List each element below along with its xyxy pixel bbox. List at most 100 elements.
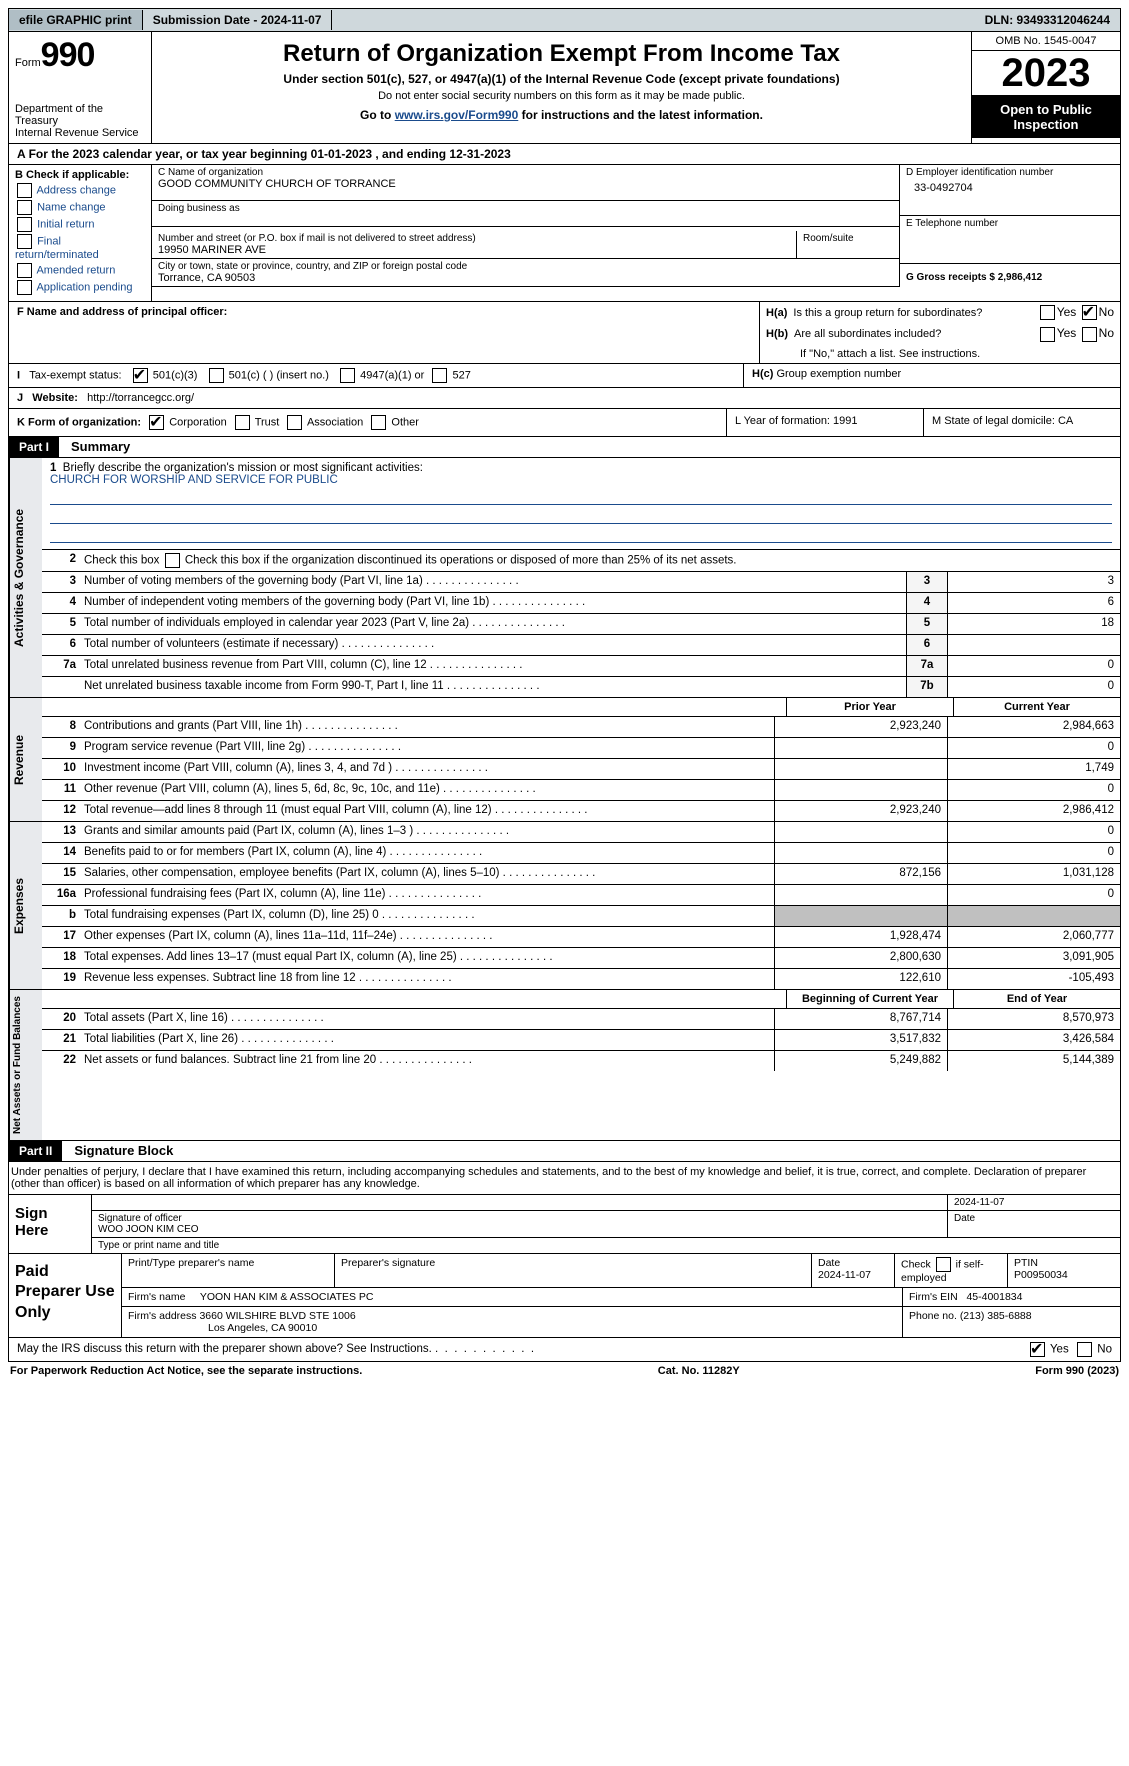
- chk-initial-return[interactable]: Initial return: [15, 217, 145, 232]
- opt-4947: 4947(a)(1) or: [360, 369, 424, 381]
- website-value[interactable]: http://torrancegcc.org/: [87, 392, 194, 404]
- chk-final-return[interactable]: Final return/terminated: [15, 234, 145, 261]
- hdr-prior: Prior Year: [786, 698, 953, 716]
- sign-here-block: Sign Here 2024-11-07 Signature of office…: [8, 1195, 1121, 1254]
- perjury-text: Under penalties of perjury, I declare th…: [8, 1162, 1121, 1195]
- tax-exempt-label: Tax-exempt status:: [29, 369, 121, 381]
- org-name-label: C Name of organization: [158, 167, 893, 178]
- form-title: Return of Organization Exempt From Incom…: [160, 40, 963, 68]
- mission-label: Briefly describe the organization's miss…: [63, 462, 423, 474]
- firm-phone-label: Phone no.: [909, 1310, 957, 1322]
- paperwork-notice: For Paperwork Reduction Act Notice, see …: [10, 1365, 362, 1377]
- irs-link[interactable]: www.irs.gov/Form990: [395, 108, 519, 122]
- hdr-current: Current Year: [953, 698, 1120, 716]
- section-klm: K Form of organization: Corporation Trus…: [8, 408, 1121, 437]
- top-bar: efile GRAPHIC print Submission Date - 20…: [8, 8, 1121, 32]
- summary-revenue: Revenue Prior Year Current Year 8Contrib…: [8, 698, 1121, 822]
- page-footer: For Paperwork Reduction Act Notice, see …: [8, 1362, 1121, 1380]
- summary-expenses: Expenses 13Grants and similar amounts pa…: [8, 822, 1121, 990]
- discuss-text: May the IRS discuss this return with the…: [17, 1343, 432, 1355]
- firm-ein-label: Firm's EIN: [909, 1291, 958, 1303]
- vtab-expenses: Expenses: [9, 822, 42, 989]
- ha-no[interactable]: [1082, 305, 1097, 320]
- chk-self-emp[interactable]: [936, 1257, 951, 1272]
- opt-527: 527: [453, 369, 471, 381]
- sign-here-label: Sign Here: [9, 1195, 92, 1253]
- ptin-label: PTIN: [1014, 1257, 1038, 1269]
- dba-label: Doing business as: [158, 203, 893, 214]
- chk-501c[interactable]: [209, 368, 224, 383]
- ha-text: Is this a group return for subordinates?: [793, 307, 982, 319]
- firm-addr1: 3660 WILSHIRE BLVD STE 1006: [199, 1310, 355, 1322]
- city-value: Torrance, CA 90503: [158, 272, 893, 284]
- prep-self-emp: Check if self-employed: [895, 1254, 1008, 1287]
- officer-label: F Name and address of principal officer:: [17, 306, 227, 318]
- preparer-block: Paid Preparer Use Only Print/Type prepar…: [8, 1254, 1121, 1338]
- form-number: 990: [41, 36, 95, 74]
- state-domicile: M State of legal domicile: CA: [923, 409, 1120, 436]
- opt-assoc: Association: [307, 416, 363, 428]
- firm-phone: (213) 385-6888: [960, 1310, 1032, 1322]
- section-i: I Tax-exempt status: 501(c)(3) 501(c) ( …: [8, 363, 1121, 387]
- chk-discontinued[interactable]: [165, 553, 180, 568]
- part1-title: Summary: [59, 439, 130, 454]
- section-bcde: B Check if applicable: Address change Na…: [8, 165, 1121, 301]
- form-header: Form990 Department of the Treasury Inter…: [8, 32, 1121, 144]
- ein-label: D Employer identification number: [906, 167, 1114, 178]
- prep-sig-label: Preparer's signature: [335, 1254, 812, 1287]
- hb-text: Are all subordinates included?: [794, 328, 941, 340]
- opt-501c3: 501(c)(3): [153, 369, 198, 381]
- ha-yes[interactable]: [1040, 305, 1055, 320]
- chk-501c3[interactable]: [133, 368, 148, 383]
- firm-addr-label: Firm's address: [128, 1310, 197, 1322]
- chk-address-change[interactable]: Address change: [15, 183, 145, 198]
- chk-other[interactable]: [371, 415, 386, 430]
- hb-note: If "No," attach a list. See instructions…: [800, 348, 980, 360]
- hdr-boy: Beginning of Current Year: [786, 990, 953, 1008]
- mission-text: CHURCH FOR WORSHIP AND SERVICE FOR PUBLI…: [50, 474, 338, 486]
- firm-name: YOON HAN KIM & ASSOCIATES PC: [200, 1291, 374, 1303]
- section-fh: F Name and address of principal officer:…: [8, 301, 1121, 363]
- dept-treasury: Department of the Treasury: [15, 103, 145, 127]
- hb-yes[interactable]: [1040, 327, 1055, 342]
- sig-officer-name: WOO JOON KIM CEO: [98, 1224, 941, 1235]
- vtab-revenue: Revenue: [9, 698, 42, 821]
- tax-year-text: For the 2023 calendar year, or tax year …: [29, 147, 511, 161]
- chk-assoc[interactable]: [287, 415, 302, 430]
- chk-amended[interactable]: Amended return: [15, 263, 145, 278]
- hb-no[interactable]: [1082, 327, 1097, 342]
- preparer-label: Paid Preparer Use Only: [9, 1254, 122, 1337]
- chk-trust[interactable]: [235, 415, 250, 430]
- street-label: Number and street (or P.O. box if mail i…: [158, 233, 790, 244]
- chk-corp[interactable]: [149, 415, 164, 430]
- line2-text: Check this box Check this box if the org…: [80, 550, 1120, 571]
- ein-value: 33-0492704: [906, 178, 1114, 198]
- tax-year: 2023: [972, 51, 1120, 96]
- summary-governance: Activities & Governance 1 Briefly descri…: [8, 458, 1121, 698]
- summary-netassets: Net Assets or Fund Balances Beginning of…: [8, 990, 1121, 1141]
- efile-print-button[interactable]: efile GRAPHIC print: [9, 10, 143, 30]
- year-formation: L Year of formation: 1991: [726, 409, 923, 436]
- submission-date: Submission Date - 2024-11-07: [143, 10, 333, 30]
- website-label: Website:: [32, 392, 78, 404]
- street-value: 19950 MARINER AVE: [158, 244, 790, 256]
- discuss-no[interactable]: [1077, 1342, 1092, 1357]
- ssn-warning: Do not enter social security numbers on …: [160, 90, 963, 102]
- chk-4947[interactable]: [340, 368, 355, 383]
- discuss-yes[interactable]: [1030, 1342, 1045, 1357]
- part2-bar: Part II Signature Block: [8, 1141, 1121, 1162]
- opt-corp: Corporation: [169, 416, 226, 428]
- form-subtitle: Under section 501(c), 527, or 4947(a)(1)…: [160, 72, 963, 86]
- part1-hdr: Part I: [9, 437, 59, 457]
- ptin-value: P00950034: [1014, 1269, 1068, 1281]
- box-b-label: B Check if applicable:: [15, 169, 145, 181]
- chk-name-change[interactable]: Name change: [15, 200, 145, 215]
- prep-date: 2024-11-07: [818, 1269, 871, 1281]
- chk-527[interactable]: [432, 368, 447, 383]
- phone-label: E Telephone number: [906, 218, 1114, 229]
- opt-501c: 501(c) ( ) (insert no.): [229, 369, 329, 381]
- org-name: GOOD COMMUNITY CHURCH OF TORRANCE: [158, 178, 893, 190]
- prep-date-label: Date: [818, 1257, 840, 1269]
- chk-app-pending[interactable]: Application pending: [15, 280, 145, 295]
- firm-addr2: Los Angeles, CA 90010: [128, 1322, 317, 1334]
